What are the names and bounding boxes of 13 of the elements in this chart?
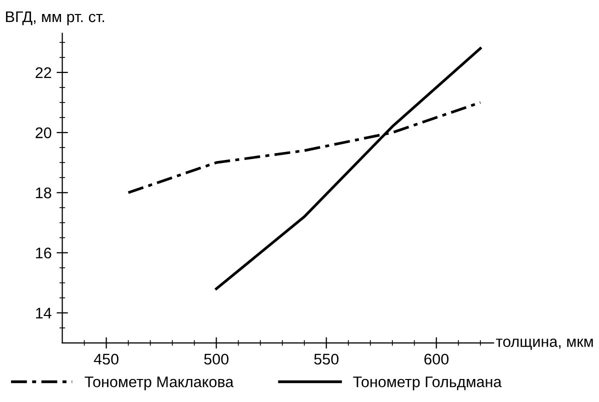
y-tick-label: 14 [36,308,52,318]
x-tick-label: 600 [424,354,449,365]
y-tick-label: 18 [36,188,52,198]
legend-label: Тонометр Гольдмана [353,376,502,390]
x-tick-label: 550 [314,354,338,365]
x-axis-title: толщина, мкм [496,338,593,350]
x-tick-label: 500 [204,354,228,365]
y-tick-label: 16 [36,248,52,258]
y-tick-label: 22 [36,67,52,78]
y-axis-title: ВГД, мм рт. ст. [6,12,104,26]
y-tick-label: 20 [36,127,52,138]
legend-label: Тонометр Маклакова [84,376,234,390]
x-tick-label: 450 [94,354,118,365]
